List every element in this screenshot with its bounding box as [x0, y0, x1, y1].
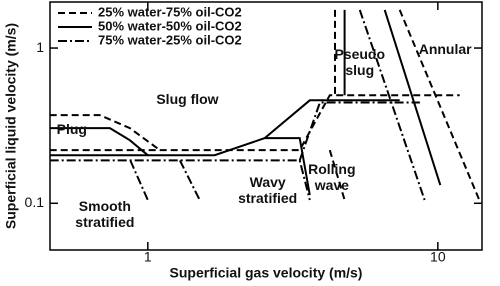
x-tick-label: 1 — [144, 249, 152, 265]
region-label: Annular — [419, 41, 472, 57]
y-axis-label: Superficial liquid velocity (m/s) — [3, 23, 19, 229]
boundary-line — [49, 9, 442, 196]
region-label: Slug flow — [156, 91, 218, 107]
region-label: Plug — [57, 121, 87, 137]
region-label: Rolling — [308, 161, 355, 177]
region-label: stratified — [238, 190, 297, 206]
boundary-line — [49, 9, 426, 201]
region-label: Smooth — [79, 198, 131, 214]
y-tick-label: 1 — [36, 39, 44, 55]
region-label: Wavy — [250, 174, 286, 190]
legend-label: 50% water-50% oil-CO2 — [98, 18, 242, 33]
plot-frame — [49, 1, 483, 251]
region-label: wave — [314, 177, 349, 193]
legend-label: 25% water-75% oil-CO2 — [98, 4, 242, 19]
legend-label: 75% water-25% oil-CO2 — [98, 32, 242, 47]
boundary-line — [49, 9, 481, 201]
region-label: Pseudo — [334, 46, 385, 62]
y-tick-label: 0.1 — [25, 194, 45, 210]
region-label: stratified — [75, 214, 134, 230]
x-axis-label: Superficial gas velocity (m/s) — [170, 265, 363, 281]
x-tick-label: 10 — [430, 249, 446, 265]
region-label: slug — [345, 62, 374, 78]
